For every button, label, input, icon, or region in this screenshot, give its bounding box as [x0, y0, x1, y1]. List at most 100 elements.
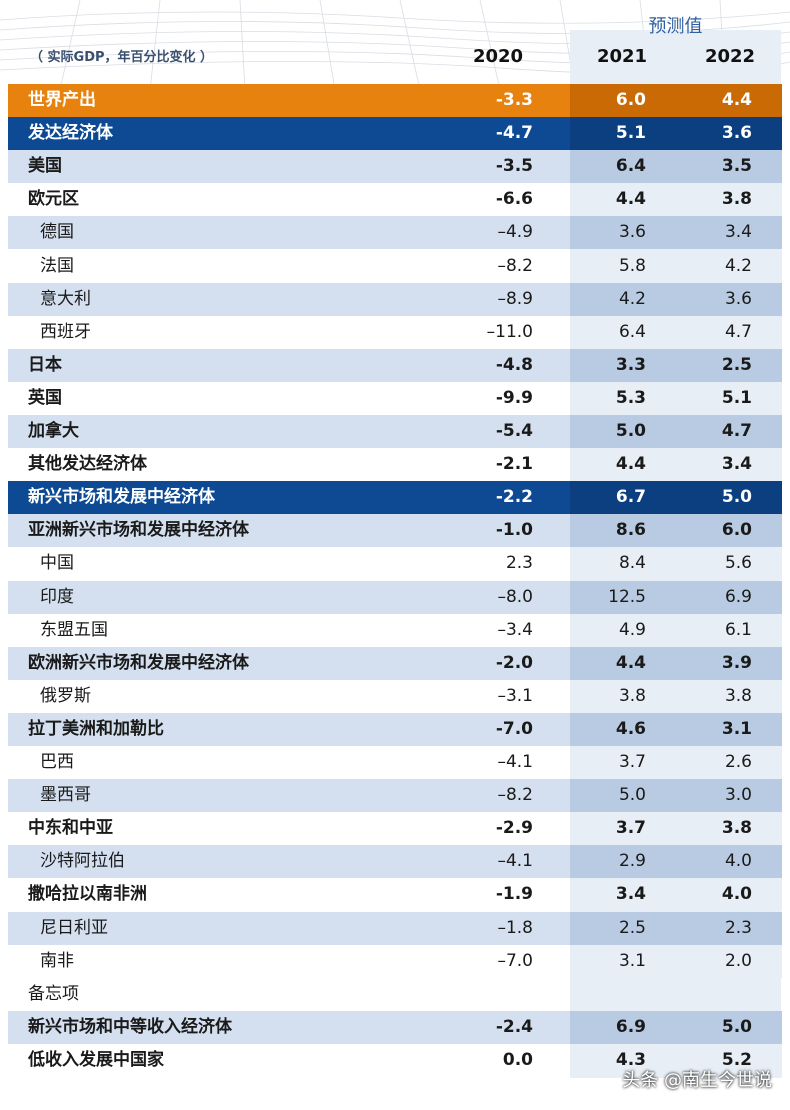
forecast-cell-bg — [570, 282, 782, 316]
value-2021: 4.9 — [618, 619, 646, 640]
table-row: 亚洲新兴市场和发展中经济体 -1.0 8.6 6.0 — [8, 514, 782, 548]
forecast-cell-bg — [570, 1043, 782, 1077]
value-2021: 4.6 — [615, 718, 646, 739]
row-label: 意大利 — [40, 288, 91, 309]
value-2021: 8.6 — [615, 520, 646, 541]
table-row: 加拿大 -5.4 5.0 4.7 — [8, 415, 782, 448]
value-2021: 6.7 — [615, 487, 646, 508]
value-2021: 5.0 — [618, 785, 646, 806]
value-2022: 3.5 — [721, 156, 752, 177]
table-row: 发达经济体 -4.7 5.1 3.6 — [8, 117, 782, 151]
forecast-cell-bg — [570, 580, 782, 614]
watermark: 头条 @南生今世说 — [622, 1070, 772, 1091]
value-2022: 3.8 — [721, 818, 752, 839]
row-label: 德国 — [40, 222, 74, 243]
value-2020: –7.0 — [497, 950, 533, 971]
value-2022: 4.7 — [724, 321, 752, 342]
table-row: 意大利 –8.9 4.2 3.6 — [8, 282, 782, 316]
value-2020: -7.0 — [495, 718, 533, 739]
row-label: 中东和中亚 — [28, 818, 113, 839]
row-label: 撒哈拉以南非洲 — [28, 884, 147, 905]
value-2021: 4.4 — [615, 189, 646, 210]
forecast-cell-bg — [570, 779, 782, 813]
table-row: 印度 –8.0 12.5 6.9 — [8, 580, 782, 614]
value-2021: 5.8 — [618, 255, 646, 276]
row-label: 欧元区 — [28, 189, 79, 210]
value-2022: 4.7 — [721, 421, 752, 441]
forecast-cell-bg — [570, 216, 782, 250]
table-row: 日本 -4.8 3.3 2.5 — [8, 348, 782, 382]
forecast-cell-bg — [570, 1010, 782, 1044]
value-2021: 4.4 — [615, 454, 646, 475]
row-label: 亚洲新兴市场和发展中经济体 — [28, 520, 249, 541]
forecast-cell-bg — [570, 315, 782, 349]
value-2020: -3.5 — [495, 156, 533, 177]
row-label: 新兴市场和发展中经济体 — [28, 487, 215, 508]
value-2021: 2.5 — [618, 917, 646, 938]
value-2022: 4.0 — [724, 851, 752, 872]
value-2020: -9.9 — [495, 387, 533, 408]
row-label: 拉丁美洲和加勒比 — [28, 718, 164, 739]
value-2022: 5.2 — [721, 1049, 752, 1070]
value-2022: 4.4 — [721, 90, 752, 110]
row-label: 发达经济体 — [28, 123, 113, 144]
value-2020: –8.2 — [497, 785, 533, 806]
row-label: 中国 — [40, 553, 74, 574]
value-2020: -3.3 — [495, 90, 533, 110]
forecast-cell-bg — [570, 249, 782, 283]
value-2020: -2.1 — [495, 454, 533, 475]
value-2021: 4.3 — [615, 1049, 646, 1070]
value-2020: –11.0 — [486, 321, 533, 342]
value-2021: 3.1 — [618, 950, 646, 971]
value-2020: -1.0 — [495, 520, 533, 541]
value-2022: 5.0 — [721, 487, 752, 508]
row-label: 美国 — [28, 156, 62, 177]
value-2022: 3.1 — [721, 718, 752, 739]
row-label: 东盟五国 — [40, 619, 108, 640]
value-2022: 2.3 — [724, 917, 752, 938]
value-2021: 3.4 — [615, 884, 646, 905]
value-2020: -2.9 — [495, 818, 533, 839]
row-label: 沙特阿拉伯 — [40, 851, 125, 872]
value-2022: 6.1 — [724, 619, 752, 640]
value-2020: -2.0 — [495, 652, 533, 673]
value-2021: 5.3 — [615, 387, 646, 408]
value-2020: 2.3 — [505, 553, 533, 574]
value-2021: 12.5 — [608, 586, 646, 607]
table-row: 撒哈拉以南非洲 -1.9 3.4 4.0 — [8, 878, 782, 912]
row-label: 其他发达经济体 — [28, 454, 147, 475]
value-2021: 4.2 — [618, 288, 646, 309]
value-2022: 3.6 — [721, 123, 752, 144]
value-2022: 5.6 — [724, 553, 752, 574]
value-2020: –8.2 — [497, 255, 533, 276]
forecast-cell-bg — [570, 679, 782, 713]
table-row: 法国 –8.2 5.8 4.2 — [8, 249, 782, 283]
table-row: 其他发达经济体 -2.1 4.4 3.4 — [8, 448, 782, 482]
table-row: 俄罗斯 –3.1 3.8 3.8 — [8, 679, 782, 713]
row-label: 欧洲新兴市场和发展中经济体 — [28, 652, 249, 673]
forecast-cell-bg — [570, 514, 782, 548]
value-2021: 3.7 — [618, 752, 646, 772]
value-2022: 4.2 — [724, 255, 752, 276]
value-2020: -4.8 — [495, 354, 533, 375]
forecast-cell-bg — [570, 348, 782, 382]
year-header-2022: 2022 — [704, 46, 756, 67]
value-2020: -2.2 — [495, 487, 533, 508]
table-row: 拉丁美洲和加勒比 -7.0 4.6 3.1 — [8, 712, 782, 746]
value-2022: 3.9 — [721, 652, 752, 673]
forecast-cell-bg — [570, 84, 782, 117]
value-2021: 3.8 — [618, 685, 646, 706]
table-row: 英国 -9.9 5.3 5.1 — [8, 381, 782, 415]
forecast-cell-bg — [570, 712, 782, 746]
value-2020: -1.9 — [495, 884, 533, 905]
row-label: 尼日利亚 — [40, 917, 108, 938]
table-row: 南非 –7.0 3.1 2.0 — [8, 944, 782, 978]
value-2021: 3.7 — [615, 818, 646, 839]
table-row: 美国 -3.5 6.4 3.5 — [8, 150, 782, 184]
table-row: 世界产出 -3.3 6.0 4.4 — [8, 84, 782, 117]
row-label: 低收入发展中国家 — [28, 1049, 164, 1070]
value-2022: 2.6 — [724, 752, 752, 772]
forecast-cell-bg — [570, 481, 782, 515]
year-header-2020: 2020 — [472, 46, 524, 67]
value-2022: 4.0 — [721, 884, 752, 905]
